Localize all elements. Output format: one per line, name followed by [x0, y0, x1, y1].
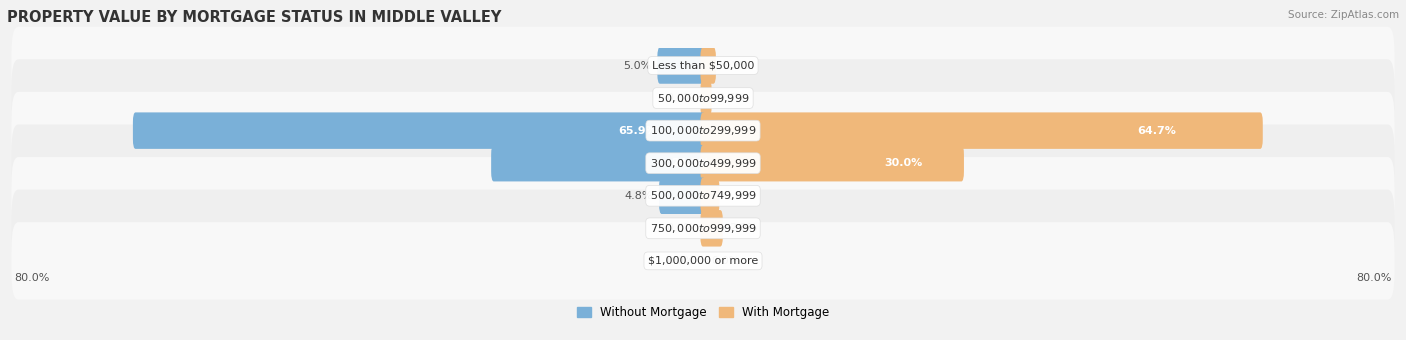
Text: $500,000 to $749,999: $500,000 to $749,999 — [650, 189, 756, 202]
FancyBboxPatch shape — [11, 92, 1395, 169]
FancyBboxPatch shape — [700, 145, 965, 182]
FancyBboxPatch shape — [11, 222, 1395, 300]
Text: 0.7%: 0.7% — [717, 93, 747, 103]
Text: 2.0%: 2.0% — [728, 223, 758, 233]
Legend: Without Mortgage, With Mortgage: Without Mortgage, With Mortgage — [572, 301, 834, 324]
Text: 80.0%: 80.0% — [14, 273, 49, 283]
Text: 1.2%: 1.2% — [721, 61, 751, 70]
Text: 64.7%: 64.7% — [1137, 126, 1177, 136]
FancyBboxPatch shape — [659, 177, 706, 214]
FancyBboxPatch shape — [658, 47, 706, 84]
Text: $300,000 to $499,999: $300,000 to $499,999 — [650, 157, 756, 170]
FancyBboxPatch shape — [11, 157, 1395, 235]
Text: $50,000 to $99,999: $50,000 to $99,999 — [657, 91, 749, 105]
Text: 80.0%: 80.0% — [1357, 273, 1392, 283]
Text: 24.3%: 24.3% — [672, 158, 710, 168]
FancyBboxPatch shape — [700, 210, 723, 246]
Text: 5.0%: 5.0% — [623, 61, 651, 70]
FancyBboxPatch shape — [134, 113, 706, 149]
FancyBboxPatch shape — [700, 47, 716, 84]
Text: PROPERTY VALUE BY MORTGAGE STATUS IN MIDDLE VALLEY: PROPERTY VALUE BY MORTGAGE STATUS IN MID… — [7, 10, 502, 25]
Text: $1,000,000 or more: $1,000,000 or more — [648, 256, 758, 266]
FancyBboxPatch shape — [491, 145, 706, 182]
FancyBboxPatch shape — [11, 59, 1395, 137]
Text: 4.8%: 4.8% — [624, 191, 652, 201]
Text: 0.0%: 0.0% — [666, 223, 695, 233]
Text: $750,000 to $999,999: $750,000 to $999,999 — [650, 222, 756, 235]
Text: Source: ZipAtlas.com: Source: ZipAtlas.com — [1288, 10, 1399, 20]
Text: Less than $50,000: Less than $50,000 — [652, 61, 754, 70]
FancyBboxPatch shape — [700, 80, 711, 116]
FancyBboxPatch shape — [11, 190, 1395, 267]
Text: 65.9%: 65.9% — [617, 126, 657, 136]
Text: 30.0%: 30.0% — [884, 158, 922, 168]
FancyBboxPatch shape — [700, 113, 1263, 149]
FancyBboxPatch shape — [11, 124, 1395, 202]
Text: 0.0%: 0.0% — [711, 256, 740, 266]
Text: 0.0%: 0.0% — [666, 93, 695, 103]
FancyBboxPatch shape — [700, 177, 720, 214]
Text: 1.6%: 1.6% — [725, 191, 754, 201]
Text: $100,000 to $299,999: $100,000 to $299,999 — [650, 124, 756, 137]
Text: 0.0%: 0.0% — [666, 256, 695, 266]
FancyBboxPatch shape — [11, 27, 1395, 104]
